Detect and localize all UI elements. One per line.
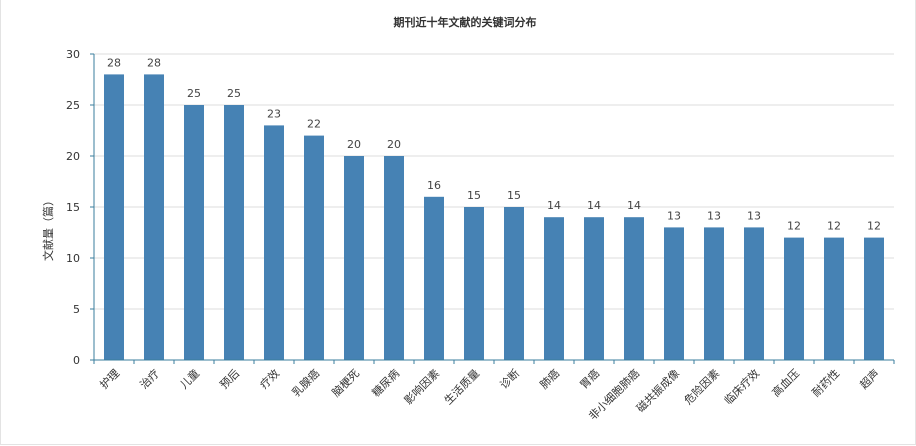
x-tick-label: 肺癌: [537, 366, 562, 391]
data-label: 13: [667, 209, 681, 222]
y-tick-label: 5: [73, 303, 80, 316]
y-tick-label: 30: [66, 48, 80, 61]
x-tick-label: 危险因素: [681, 366, 722, 407]
bar: [344, 156, 364, 360]
data-label: 22: [307, 118, 321, 131]
x-tick-label: 诊断: [497, 366, 522, 391]
data-label: 15: [467, 189, 481, 202]
x-tick-label: 预后: [217, 367, 242, 392]
y-tick-label: 20: [66, 150, 80, 163]
chart-title: 期刊近十年文献的关键词分布: [394, 15, 537, 29]
x-tick-label: 胃癌: [577, 366, 602, 391]
x-tick-label: 护理: [97, 366, 122, 391]
data-label: 23: [267, 107, 281, 120]
bar: [104, 74, 124, 361]
x-tick-label: 耐药性: [809, 366, 842, 399]
y-tick-label: 0: [73, 354, 80, 367]
y-tick-label: 25: [66, 99, 80, 112]
x-tick-label: 生活质量: [441, 366, 482, 407]
data-label: 20: [387, 138, 401, 151]
bar: [264, 125, 284, 361]
data-label: 12: [827, 220, 841, 233]
x-tick-label: 糖尿病: [369, 366, 402, 399]
bar: [824, 237, 844, 360]
data-label: 13: [747, 209, 761, 222]
x-tick-label: 脑梗死: [329, 366, 362, 399]
bar: [544, 217, 564, 360]
x-tick-label: 疗效: [257, 366, 282, 391]
bar: [184, 105, 204, 360]
bar: [584, 217, 604, 360]
bar: [384, 156, 404, 360]
x-axis: 护理 治疗 儿童 预后 疗效 乳腺癌 脑梗死 糖尿病 影响因素 生活质量 诊断 肺癌 胃癌非小细胞肺癌磁…: [93, 359, 895, 423]
data-label: 28: [107, 56, 121, 69]
bar: [424, 196, 444, 360]
data-label: 14: [547, 199, 561, 212]
bar: [304, 135, 324, 360]
x-tick-label: 治疗: [137, 366, 162, 391]
grid: [94, 53, 894, 310]
data-label: 14: [587, 199, 601, 212]
bar: [664, 227, 684, 360]
bars: [104, 74, 884, 361]
data-label: 25: [227, 87, 241, 100]
bar: [704, 227, 724, 360]
data-label: 13: [707, 209, 721, 222]
bar: [224, 105, 244, 360]
bar: [504, 207, 524, 360]
bar: [464, 207, 484, 360]
x-tick-label: 儿童: [177, 366, 202, 391]
data-label: 14: [627, 199, 641, 212]
bar: [784, 237, 804, 360]
y-axis: 0 5 10 15 20 25 30: [66, 48, 95, 367]
data-labels: 28 28 25 25 23 22 20 20 16 15 15 14 14 14 13 13 13 12 12 12: [107, 56, 881, 232]
y-tick-label: 15: [66, 201, 80, 214]
x-tick-label: 磁共振成像: [633, 366, 682, 415]
x-tick-label: 临床疗效: [721, 366, 762, 407]
x-tick-label: 影响因素: [402, 367, 442, 407]
bar: [864, 237, 884, 360]
x-tick-label: 超声: [857, 366, 882, 391]
data-label: 15: [507, 189, 521, 202]
data-label: 25: [187, 87, 201, 100]
bar: [144, 74, 164, 361]
y-axis-label: 文献量（篇）: [41, 195, 55, 261]
x-tick-label: 高血压: [769, 366, 802, 399]
data-label: 12: [867, 220, 881, 233]
bar: [744, 227, 764, 360]
data-label: 28: [147, 56, 161, 69]
data-label: 12: [787, 220, 801, 233]
bar: [624, 217, 644, 360]
data-label: 20: [347, 138, 361, 151]
data-label: 16: [427, 179, 441, 192]
x-tick-label: 乳腺癌: [289, 366, 322, 399]
y-tick-label: 10: [66, 252, 80, 265]
